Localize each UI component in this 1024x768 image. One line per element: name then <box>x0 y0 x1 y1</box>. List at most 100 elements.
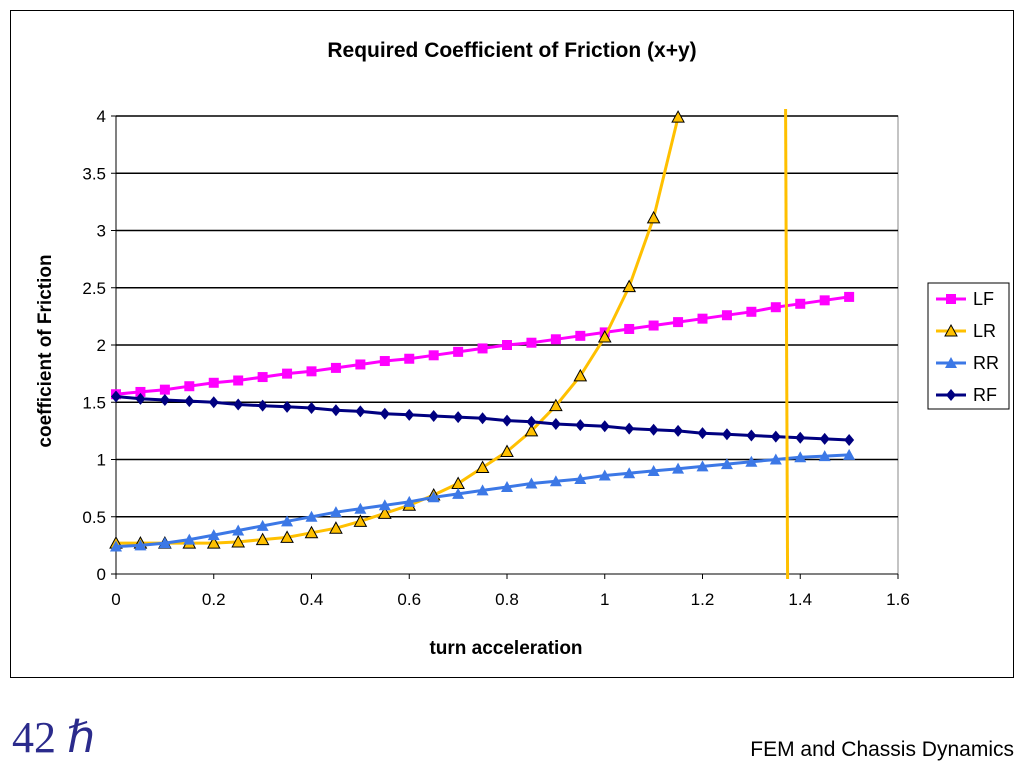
series-lf-point <box>550 334 561 345</box>
series-lf-point <box>208 377 219 388</box>
chart-title: Required Coefficient of Friction (x+y) <box>327 39 696 62</box>
series-rf-point <box>550 418 561 431</box>
series-rf-point <box>330 404 341 417</box>
x-axis-label: turn acceleration <box>429 638 582 659</box>
series-rr-point <box>598 469 611 481</box>
series-lf-point <box>575 330 586 341</box>
series-rr-point <box>232 524 245 536</box>
series-lr-point <box>524 423 539 437</box>
chart: Required Coefficient of Friction (x+y) 0… <box>35 39 1010 659</box>
series-rr-point <box>647 464 660 476</box>
series-rr-point <box>183 533 196 545</box>
series-rf-point <box>159 393 170 406</box>
series-rr-point <box>207 529 220 541</box>
series-rf-point <box>355 405 366 418</box>
y-tick-label: 0.5 <box>82 508 106 527</box>
series-rr-point <box>501 480 513 492</box>
series-rr-point <box>110 540 122 552</box>
y-axis-ticks: 0 0.5 1 1.5 2 2.5 3 3.5 4 <box>82 107 116 584</box>
series-rr-point <box>158 537 171 549</box>
series-lf-point <box>795 298 806 309</box>
legend-lf-label: LF <box>973 289 994 309</box>
presentation-title: FEM and Chassis Dynamics <box>750 738 1014 761</box>
series-rr-point <box>843 448 856 460</box>
series-rf-point <box>233 398 244 411</box>
series-rr-point <box>696 460 709 472</box>
series-lr-point <box>646 210 661 224</box>
series-lr-point <box>280 530 294 543</box>
legend-rf-label: RF <box>973 385 997 405</box>
series-rr-point <box>305 510 318 522</box>
series-rf-point <box>526 415 537 428</box>
y-tick-label: 2 <box>97 336 106 355</box>
series-rf-point <box>453 411 464 424</box>
legend: LF LR RR RF <box>927 282 1010 410</box>
chart-frame: Required Coefficient of Friction (x+y) 0… <box>10 10 1014 678</box>
series-rr-point <box>525 477 538 489</box>
x-tick-label: 1.4 <box>788 590 812 609</box>
series-rr-point <box>378 499 391 511</box>
y-tick-label: 1.5 <box>82 393 106 412</box>
series-lf-point <box>135 386 146 397</box>
x-tick-label: 0.2 <box>202 590 226 609</box>
series-rf-point <box>721 428 732 441</box>
legend-lr-point <box>944 323 958 337</box>
slide-number: 42 ℏ <box>12 713 95 762</box>
series-lf-point <box>184 381 195 392</box>
series-rr-point <box>574 472 587 484</box>
series-rf-point <box>575 419 586 432</box>
series-lf-point <box>428 350 439 361</box>
series-rr-point <box>769 453 782 465</box>
series-rf-point <box>819 432 830 445</box>
series-rr-point <box>452 487 465 499</box>
series-lf-point <box>746 306 757 317</box>
x-tick-label: 1.2 <box>691 590 715 609</box>
series-lr-point <box>353 514 368 527</box>
series-lr-point <box>206 536 221 549</box>
series-lf-point <box>282 368 293 379</box>
series-rr-point <box>256 519 269 531</box>
series-rf-point <box>697 427 708 440</box>
series-rf-point <box>306 401 317 414</box>
series-lf-point <box>770 302 781 313</box>
series-rr-point <box>672 462 685 474</box>
x-tick-label: 1 <box>600 590 609 609</box>
series-lr-point <box>475 460 490 474</box>
legend-rf: RF <box>936 385 997 405</box>
series-lf-point <box>233 375 244 386</box>
series-lf-point <box>257 372 268 383</box>
series-rf-point <box>135 392 146 405</box>
series-lf-point <box>355 359 366 370</box>
series-lr-point <box>255 532 270 546</box>
series-rf-point <box>428 409 439 422</box>
series-lr-point <box>304 525 319 539</box>
legend-rr-label: RR <box>973 353 999 373</box>
series-lr-point <box>549 398 563 412</box>
series-rr-point <box>281 515 294 527</box>
series-rf-point <box>746 429 757 442</box>
series-lr-point <box>671 110 685 123</box>
series-rr-point <box>354 502 367 514</box>
series-lr-point <box>597 329 612 343</box>
legend-rr-point <box>945 357 957 368</box>
series-lf-point <box>379 356 390 367</box>
series-lr-point <box>573 368 588 382</box>
series-lf-point <box>721 310 732 321</box>
series-rf-point <box>379 407 390 420</box>
series-rr-point <box>745 455 758 467</box>
series-rf-point <box>770 430 781 443</box>
x-tick-label: 0.4 <box>300 590 324 609</box>
series-lf-point <box>502 340 512 350</box>
y-tick-label: 3.5 <box>82 164 106 183</box>
series-rf <box>111 390 855 447</box>
legend-rr: RR <box>936 353 999 373</box>
series-rf-point <box>111 390 121 403</box>
series-lf-point <box>306 366 317 377</box>
legend-box <box>927 282 1010 410</box>
x-tick-label: 0.8 <box>495 590 519 609</box>
x-axis-ticks: 0 0.2 0.4 0.6 0.8 1 1.2 1.4 1.6 <box>111 574 910 609</box>
vertical-reference-line <box>784 108 790 580</box>
series-rr-point <box>134 539 147 551</box>
series-lf-point <box>477 343 488 354</box>
x-tick-label: 0.6 <box>397 590 421 609</box>
